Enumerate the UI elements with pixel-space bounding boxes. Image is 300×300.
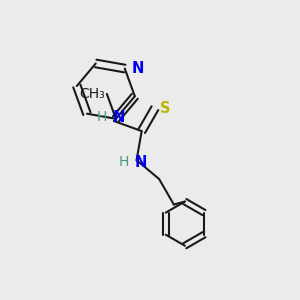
Text: N: N [112, 110, 125, 125]
Text: N: N [131, 61, 144, 76]
Text: CH₃: CH₃ [80, 87, 105, 101]
Text: H: H [96, 110, 107, 124]
Text: H: H [119, 154, 129, 169]
Text: S: S [160, 101, 170, 116]
Text: N: N [135, 155, 148, 170]
